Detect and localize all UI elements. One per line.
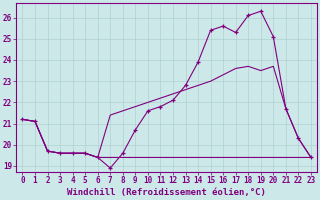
X-axis label: Windchill (Refroidissement éolien,°C): Windchill (Refroidissement éolien,°C) <box>67 188 266 197</box>
